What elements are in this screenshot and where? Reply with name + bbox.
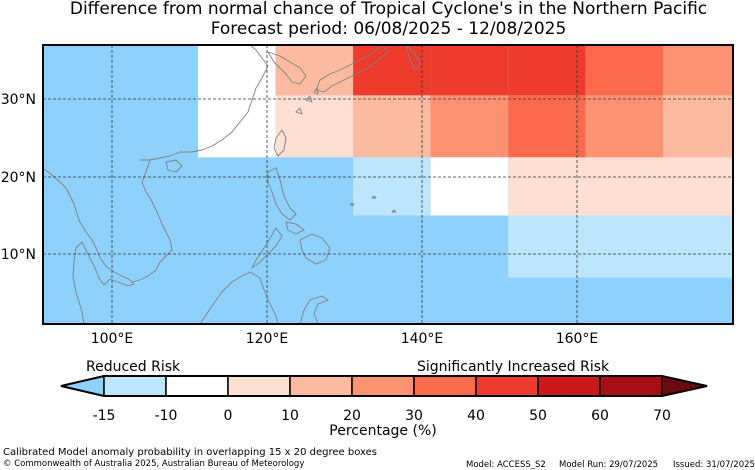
coastline-japan <box>315 45 421 93</box>
colorbar-cells <box>103 375 663 397</box>
lon-label-120e: 120°E <box>246 331 289 347</box>
risk-boxes <box>198 45 733 278</box>
map-frame <box>42 44 734 325</box>
risk-box-4 <box>353 95 431 158</box>
risk-box-6 <box>430 95 509 158</box>
risk-box-0 <box>198 45 276 158</box>
footer-copyright: © Commonwealth of Australia 2025, Austra… <box>3 459 305 469</box>
colorbar-cell-2 <box>227 375 291 397</box>
lat-label-20n: 20°N <box>1 170 36 186</box>
colorbar-over-arrow <box>661 375 708 397</box>
colorbar-cell-7 <box>537 375 601 397</box>
lon-label-160e: 160°E <box>556 331 599 347</box>
risk-box-13 <box>353 157 431 216</box>
footer-note: Calibrated Model anomaly probability in … <box>3 447 378 458</box>
coastline-visayas <box>251 221 305 269</box>
coastline-micronesia-dots <box>349 195 397 213</box>
reduced-risk-label: Reduced Risk <box>86 359 181 375</box>
colorbar: -15 -10 0 10 20 30 40 50 60 70 <box>60 375 708 424</box>
coastline-mainland-asia <box>43 167 135 324</box>
colorbar-tick-4: 20 <box>343 408 361 424</box>
risk-box-11 <box>663 45 733 96</box>
risk-box-10 <box>585 95 664 158</box>
colorbar-cell-0 <box>103 375 167 397</box>
colorbar-tick-6: 40 <box>467 408 485 424</box>
colorbar-tick-7: 50 <box>529 408 547 424</box>
risk-box-14 <box>430 157 509 216</box>
colorbar-tick-5: 30 <box>405 408 423 424</box>
colorbar-tick-3: 10 <box>281 408 299 424</box>
colorbar-tick-labels: -15 -10 0 10 20 30 40 50 60 70 <box>93 408 671 424</box>
colorbar-tick-1: -10 <box>155 408 178 424</box>
coastline-korea <box>267 51 307 85</box>
map-title: Difference from normal chance of Tropica… <box>69 0 708 19</box>
coastline-gulf-of-tonkin <box>140 45 269 161</box>
risk-box-7 <box>508 45 586 96</box>
coastline-borneo <box>199 271 279 324</box>
footer-model-run: Model Run: 29/07/2025 <box>559 460 659 470</box>
risk-box-1 <box>275 45 354 96</box>
colorbar-cell-4 <box>351 375 415 397</box>
colorbar-cell-1 <box>165 375 229 397</box>
risk-box-12 <box>663 95 733 158</box>
footer-model: Model: ACCESS_S2 <box>466 460 546 470</box>
risk-box-5 <box>430 45 509 96</box>
colorbar-tick-2: 0 <box>224 408 233 424</box>
increased-risk-label: Significantly Increased Risk <box>417 359 610 375</box>
coastline-mindanao <box>299 233 331 265</box>
lat-label-10n: 10°N <box>1 247 36 263</box>
colorbar-axis-label: Percentage (%) <box>329 423 436 439</box>
lon-label-100e: 100°E <box>91 331 134 347</box>
risk-box-8 <box>508 95 586 158</box>
colorbar-tick-0: -15 <box>93 408 116 424</box>
coastline-indochina <box>131 159 173 283</box>
colorbar-outline <box>60 375 708 397</box>
risk-box-3 <box>353 45 431 96</box>
risk-box-9 <box>585 45 664 96</box>
risk-box-15 <box>508 157 733 216</box>
coastlines <box>43 45 421 324</box>
graticule <box>43 45 733 324</box>
forecast-period-subtitle: Forecast period: 06/08/2025 - 12/08/2025 <box>210 19 567 39</box>
colorbar-captions: Reduced Risk Significantly Increased Ris… <box>86 359 610 375</box>
colorbar-cell-5 <box>413 375 477 397</box>
lat-label-30n: 30°N <box>1 92 36 108</box>
coastline-luzon <box>267 167 297 221</box>
axis-labels: 100°E 120°E 140°E 160°E 30°N 20°N 10°N <box>1 92 599 347</box>
colorbar-cell-6 <box>475 375 539 397</box>
colorbar-cell-8 <box>599 375 663 397</box>
colorbar-under-arrow <box>60 375 105 397</box>
colorbar-tick-9: 70 <box>653 408 671 424</box>
colorbar-cell-3 <box>289 375 353 397</box>
risk-box-2 <box>275 95 354 158</box>
lon-label-140e: 140°E <box>401 331 444 347</box>
colorbar-tick-8: 60 <box>591 408 609 424</box>
coastline-sulawesi <box>299 295 329 324</box>
coastline-taiwan <box>273 129 287 157</box>
coastline-hainan <box>165 159 183 173</box>
footer-issued: Issued: 31/07/2025 <box>673 460 755 470</box>
risk-box-16 <box>508 215 733 278</box>
